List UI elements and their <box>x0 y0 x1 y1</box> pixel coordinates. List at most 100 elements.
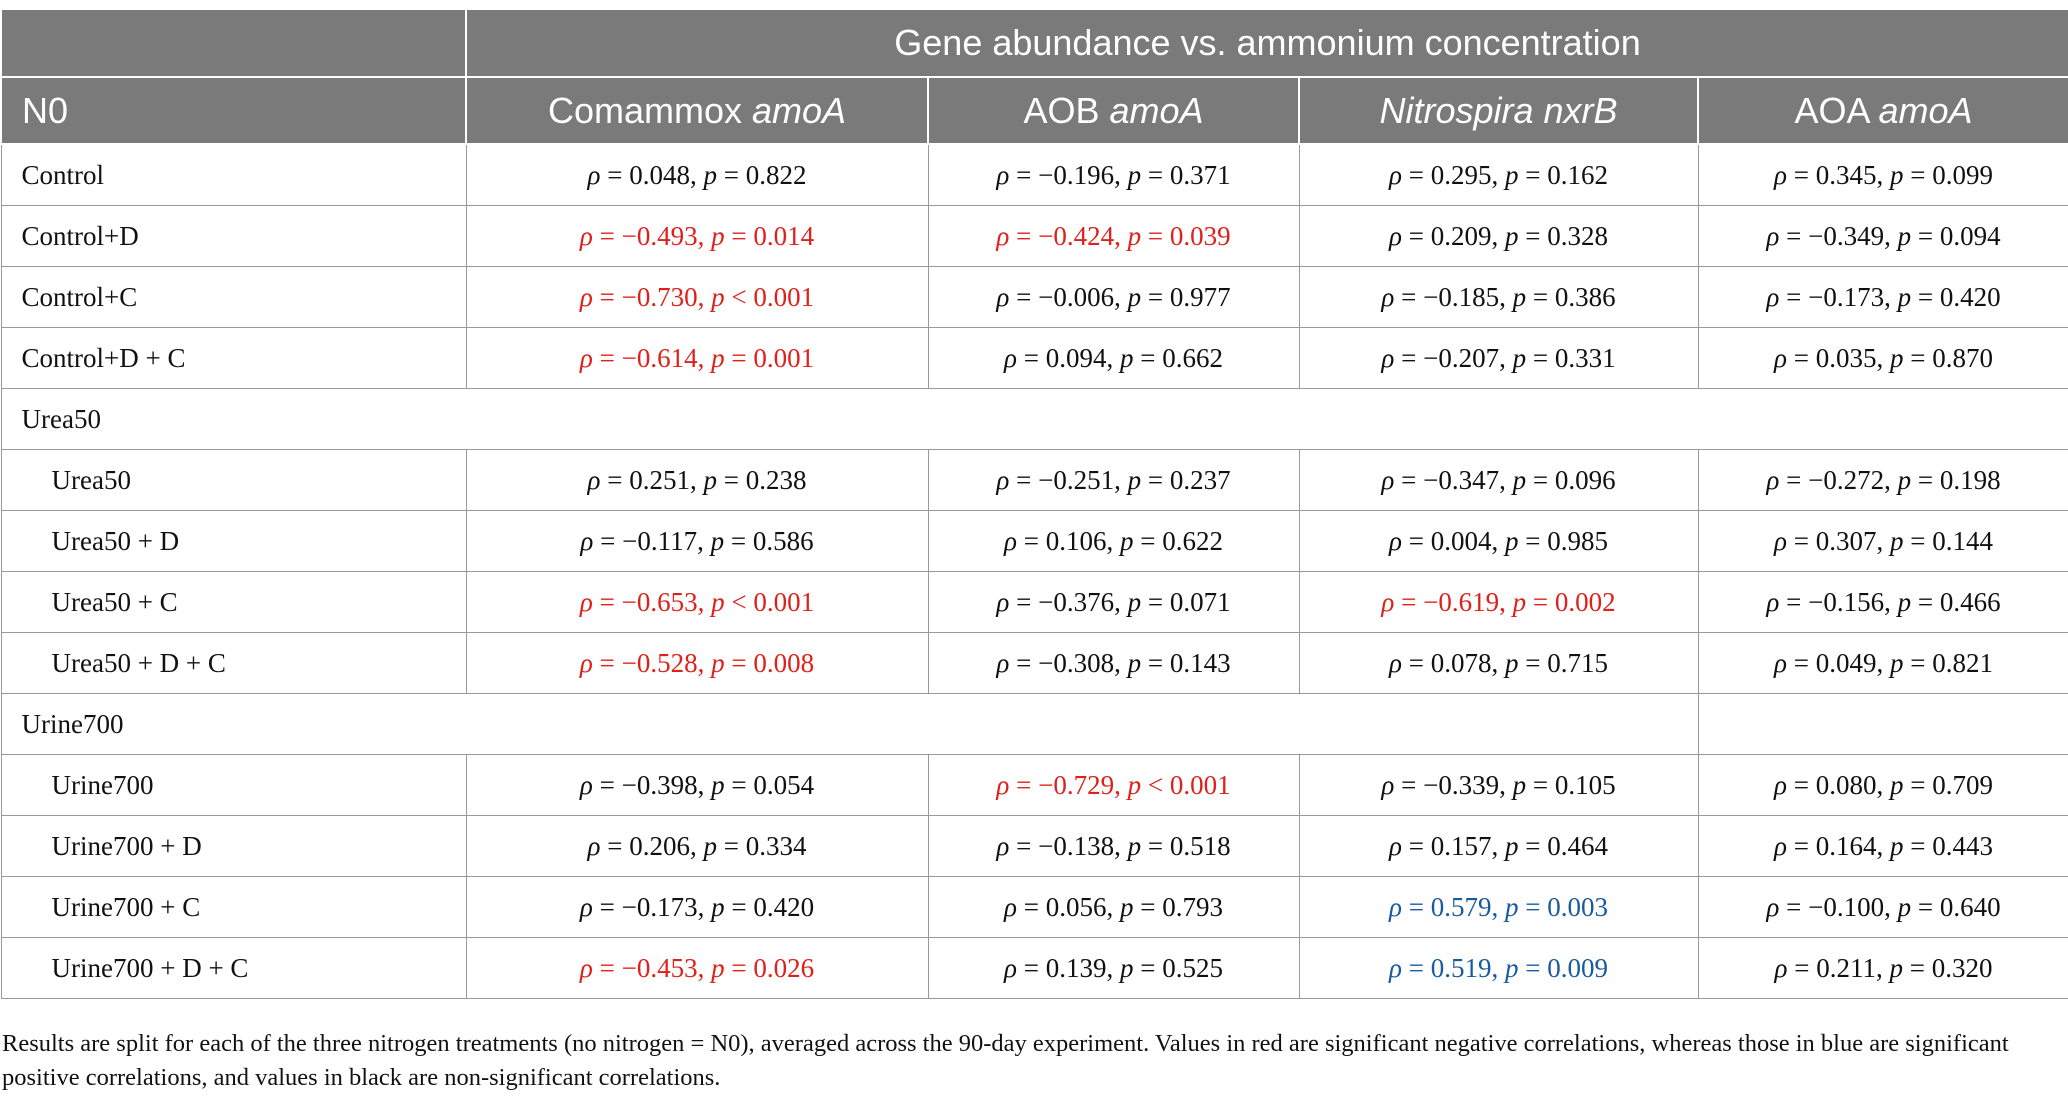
p-value: 0.709 <box>1932 769 1993 800</box>
p-operator: = <box>724 220 754 251</box>
rho-symbol: ρ <box>579 647 593 678</box>
column-header-nitrospira: Nitrospira nxrB <box>1298 76 1699 145</box>
correlation-cell: ρ = 0.519, p = 0.009 <box>1298 937 1699 999</box>
p-value: 0.099 <box>1932 159 1993 190</box>
p-symbol: p <box>1119 342 1134 373</box>
separator: , <box>1884 281 1898 312</box>
eq: = <box>592 952 622 983</box>
separator: , <box>697 220 712 251</box>
separator: , <box>697 342 712 373</box>
separator: , <box>1499 281 1513 312</box>
correlation-cell: ρ = −0.528, p = 0.008 <box>465 632 929 694</box>
p-symbol: p <box>1512 281 1527 312</box>
correlation-cell: ρ = −0.729, p < 0.001 <box>927 754 1300 816</box>
p-operator: = <box>1133 891 1163 922</box>
p-operator: = <box>724 525 753 556</box>
rho-symbol: ρ <box>1381 342 1395 373</box>
correlation-cell: ρ = −0.376, p = 0.071 <box>927 571 1300 633</box>
p-operator: = <box>1526 586 1555 617</box>
p-symbol: p <box>1504 159 1519 190</box>
eq: = <box>1009 647 1039 678</box>
p-symbol: p <box>710 525 725 556</box>
correlation-cell: ρ = 0.004, p = 0.985 <box>1298 510 1699 572</box>
p-value: 0.003 <box>1547 891 1608 922</box>
p-operator: = <box>1141 647 1170 678</box>
rho-value: 0.519 <box>1430 952 1492 983</box>
header-row-group: Gene abundance vs. ammonium concentratio… <box>0 8 2068 78</box>
rho-symbol: ρ <box>1774 342 1787 373</box>
eq: = <box>1009 769 1039 800</box>
p-operator: = <box>1518 525 1548 556</box>
rho-value: −0.398 <box>621 769 698 800</box>
eq: = <box>1402 891 1431 922</box>
p-operator: = <box>1911 281 1940 312</box>
eq: = <box>1009 220 1039 251</box>
correlation-cell: ρ = 0.056, p = 0.793 <box>927 876 1300 938</box>
table-body: Control ρ = 0.048, p = 0.822 ρ = −0.196, p… <box>0 143 2068 999</box>
correlation-cell: ρ = −0.308, p = 0.143 <box>927 632 1300 694</box>
separator: , <box>697 281 712 312</box>
separator: , <box>1876 830 1890 861</box>
p-value: 0.464 <box>1547 830 1608 861</box>
separator: , <box>1114 281 1128 312</box>
correlation-cell: ρ = −0.619, p = 0.002 <box>1298 571 1699 633</box>
table-row: Control ρ = 0.048, p = 0.822 ρ = −0.196, p… <box>0 143 2068 206</box>
eq: = <box>1779 464 1809 495</box>
p-symbol: p <box>1127 464 1142 495</box>
correlation-cell: ρ = 0.139, p = 0.525 <box>927 937 1300 999</box>
p-symbol: p <box>1127 830 1142 861</box>
correlation-cell: ρ = 0.094, p = 0.662 <box>927 327 1300 389</box>
eq: = <box>1402 159 1431 190</box>
rho-symbol: ρ <box>579 769 593 800</box>
eq: = <box>592 769 622 800</box>
rho-symbol: ρ <box>1766 464 1780 495</box>
p-operator: = <box>1518 830 1548 861</box>
separator: , <box>1114 159 1128 190</box>
separator: , <box>1876 525 1890 556</box>
rho-value: 0.157 <box>1430 830 1492 861</box>
separator: , <box>689 159 704 190</box>
rho-value: −0.100 <box>1808 891 1885 922</box>
rho-value: 0.078 <box>1430 647 1492 678</box>
rho-value: −0.207 <box>1423 342 1500 373</box>
p-operator: = <box>1133 952 1163 983</box>
rho-symbol: ρ <box>579 281 593 312</box>
rho-symbol: ρ <box>1774 769 1787 800</box>
correlation-cell: ρ = 0.078, p = 0.715 <box>1298 632 1699 694</box>
rho-symbol: ρ <box>1381 769 1395 800</box>
column-header-comammox: Comammox amoA <box>465 76 929 145</box>
p-symbol: p <box>1504 525 1519 556</box>
correlation-cell: ρ = −0.730, p < 0.001 <box>465 266 929 328</box>
p-operator: = <box>1133 342 1163 373</box>
rho-value: −0.347 <box>1423 464 1500 495</box>
eq: = <box>1017 525 1046 556</box>
eq: = <box>1017 891 1046 922</box>
group-row: Urine700 <box>0 693 2068 755</box>
correlation-cell: ρ = −0.117, p = 0.586 <box>465 510 929 572</box>
rho-value: 0.579 <box>1430 891 1492 922</box>
p-symbol: p <box>1127 220 1142 251</box>
p-operator: < <box>724 281 754 312</box>
row-label: Urine700 + C <box>0 876 467 938</box>
rho-symbol: ρ <box>1766 891 1780 922</box>
eq: = <box>1787 342 1816 373</box>
p-symbol: p <box>1512 769 1527 800</box>
eq: = <box>1787 769 1816 800</box>
correlation-cell: ρ = −0.347, p = 0.096 <box>1298 449 1699 511</box>
eq: = <box>1779 891 1809 922</box>
p-operator: = <box>716 830 746 861</box>
p-operator: = <box>1903 769 1933 800</box>
rho-symbol: ρ <box>579 952 593 983</box>
separator: , <box>1876 647 1890 678</box>
p-value: 0.054 <box>753 769 815 800</box>
table-row: Urine700 ρ = −0.398, p = 0.054 ρ = −0.729,… <box>0 754 2068 816</box>
rho-value: −0.117 <box>622 525 698 556</box>
column-header-aob: AOB amoA <box>927 76 1300 145</box>
separator: , <box>1114 220 1128 251</box>
rho-value: −0.251 <box>1038 464 1115 495</box>
correlation-cell: ρ = 0.049, p = 0.821 <box>1697 632 2068 694</box>
p-operator: = <box>1518 220 1548 251</box>
p-value: 0.096 <box>1554 464 1616 495</box>
p-operator: = <box>1141 464 1170 495</box>
